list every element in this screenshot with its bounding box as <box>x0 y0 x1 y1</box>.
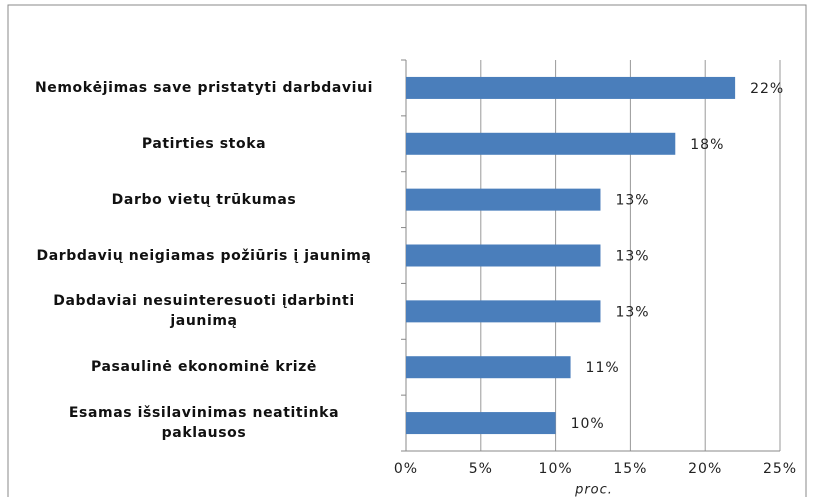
bar <box>406 132 676 155</box>
value-label: 22% <box>750 81 784 97</box>
x-axis-label: proc. <box>574 483 613 497</box>
y-tick-label: Esamas išsilavinimas neatitinka paklauso… <box>68 405 340 442</box>
x-tick-label: 0% <box>394 461 418 477</box>
x-tick-label: 10% <box>539 461 573 477</box>
y-tick-label: Pasaulinė ekonominė krizė <box>90 359 318 376</box>
x-tick-label: 5% <box>469 461 493 477</box>
value-label: 18% <box>690 137 724 153</box>
y-tick-label: Darbo vietų trūkumas <box>111 191 297 208</box>
x-tick-label: 25% <box>763 461 797 477</box>
value-label: 13% <box>615 304 649 320</box>
bar <box>406 76 736 99</box>
bar <box>406 244 601 267</box>
bar <box>406 188 601 211</box>
value-label: 13% <box>615 249 649 265</box>
bar <box>406 412 556 435</box>
y-tick-label: Nemokėjimas save pristatyti darbdaviui <box>34 79 374 96</box>
value-label: 10% <box>571 416 605 432</box>
y-tick-label: Darbdavių neigiamas požiūris į jaunimą <box>36 247 372 264</box>
y-tick-label: Patirties stoka <box>141 135 267 152</box>
bar <box>406 300 601 323</box>
x-tick-label: 15% <box>613 461 647 477</box>
chart-frame <box>7 4 807 497</box>
value-label: 11% <box>586 360 620 376</box>
y-tick-label: Dabdaviai nesuinteresuoti įdarbinti jaun… <box>53 293 355 330</box>
bar <box>406 356 571 379</box>
value-label: 13% <box>615 193 649 209</box>
x-tick-label: 20% <box>688 461 722 477</box>
